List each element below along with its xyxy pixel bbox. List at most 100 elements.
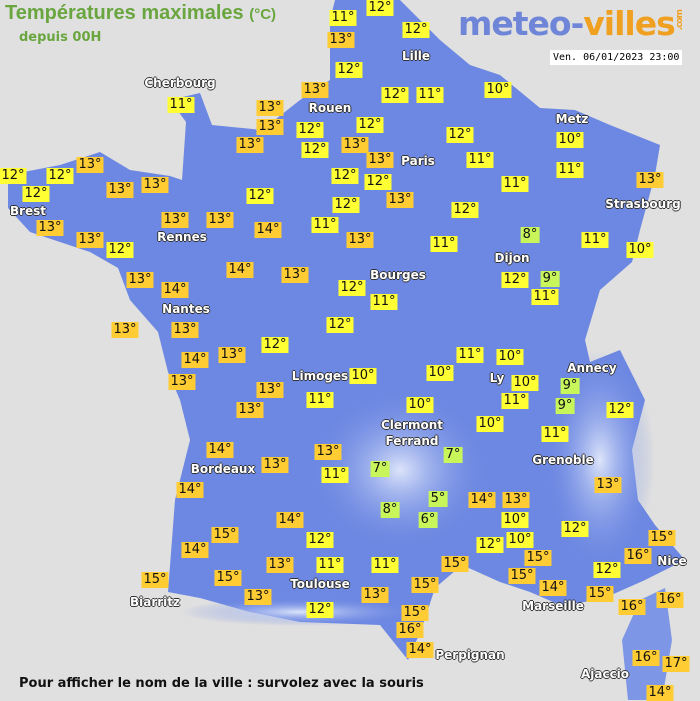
temperature-label[interactable]: 12° bbox=[593, 562, 621, 578]
temperature-label[interactable]: 12° bbox=[476, 537, 504, 553]
temperature-label[interactable]: 13° bbox=[361, 587, 389, 603]
temperature-label[interactable]: 12° bbox=[381, 87, 409, 103]
temperature-label[interactable]: 13° bbox=[36, 220, 64, 236]
temperature-label[interactable]: 12° bbox=[446, 127, 474, 143]
temperature-label[interactable]: 12° bbox=[301, 142, 329, 158]
city-label[interactable]: Dijon bbox=[494, 251, 530, 265]
temperature-label[interactable]: 13° bbox=[386, 192, 414, 208]
temperature-label[interactable]: 13° bbox=[244, 589, 272, 605]
temperature-label[interactable]: 10° bbox=[349, 368, 377, 384]
temperature-label[interactable]: 12° bbox=[356, 117, 384, 133]
city-label[interactable]: Ajaccio bbox=[580, 667, 630, 681]
temperature-label[interactable]: 9° bbox=[540, 271, 560, 287]
temperature-label[interactable]: 10° bbox=[406, 397, 434, 413]
temperature-label[interactable]: 11° bbox=[466, 152, 494, 168]
temperature-label[interactable]: 14° bbox=[406, 642, 434, 658]
temperature-label[interactable]: 14° bbox=[254, 222, 282, 238]
temperature-label[interactable]: 11° bbox=[316, 557, 344, 573]
temperature-label[interactable]: 11° bbox=[370, 294, 398, 310]
temperature-label[interactable]: 10° bbox=[476, 416, 504, 432]
city-label[interactable]: Bordeaux bbox=[190, 462, 256, 476]
temperature-label[interactable]: 13° bbox=[256, 100, 284, 116]
temperature-label[interactable]: 7° bbox=[443, 447, 463, 463]
temperature-label[interactable]: 14° bbox=[206, 442, 234, 458]
city-label[interactable]: Brest bbox=[9, 204, 47, 218]
site-logo[interactable]: meteo-villes.com bbox=[458, 4, 685, 43]
temperature-label[interactable]: 13° bbox=[327, 32, 355, 48]
temperature-label[interactable]: 13° bbox=[281, 267, 309, 283]
temperature-label[interactable]: 16° bbox=[624, 548, 652, 564]
temperature-label[interactable]: 11° bbox=[430, 236, 458, 252]
temperature-label[interactable]: 11° bbox=[501, 176, 529, 192]
temperature-label[interactable]: 16° bbox=[618, 599, 646, 615]
city-label[interactable]: Metz bbox=[555, 112, 589, 126]
temperature-label[interactable]: 13° bbox=[256, 382, 284, 398]
temperature-label[interactable]: 13° bbox=[261, 457, 289, 473]
temperature-label[interactable]: 12° bbox=[0, 168, 27, 184]
temperature-label[interactable]: 11° bbox=[167, 97, 195, 113]
temperature-label[interactable]: 10° bbox=[484, 82, 512, 98]
temperature-label[interactable]: 10° bbox=[626, 242, 654, 258]
temperature-label[interactable]: 11° bbox=[416, 87, 444, 103]
temperature-label[interactable]: 12° bbox=[335, 62, 363, 78]
temperature-label[interactable]: 13° bbox=[106, 182, 134, 198]
temperature-label[interactable]: 12° bbox=[326, 317, 354, 333]
temperature-label[interactable]: 6° bbox=[418, 512, 438, 528]
temperature-label[interactable]: 12° bbox=[606, 402, 634, 418]
temperature-label[interactable]: 10° bbox=[506, 532, 534, 548]
temperature-label[interactable]: 11° bbox=[311, 217, 339, 233]
temperature-label[interactable]: 14° bbox=[176, 482, 204, 498]
temperature-label[interactable]: 13° bbox=[236, 402, 264, 418]
city-label[interactable]: Marseille bbox=[522, 599, 584, 613]
temperature-label[interactable]: 13° bbox=[206, 212, 234, 228]
temperature-label[interactable]: 10° bbox=[556, 132, 584, 148]
temperature-label[interactable]: 13° bbox=[314, 444, 342, 460]
temperature-label[interactable]: 7° bbox=[370, 461, 390, 477]
temperature-label[interactable]: 11° bbox=[501, 393, 529, 409]
temperature-label[interactable]: 12° bbox=[364, 174, 392, 190]
temperature-label[interactable]: 12° bbox=[46, 168, 74, 184]
temperature-label[interactable]: 14° bbox=[646, 685, 674, 701]
temperature-label[interactable]: 15° bbox=[648, 530, 676, 546]
temperature-label[interactable]: 11° bbox=[321, 467, 349, 483]
temperature-label[interactable]: 13° bbox=[111, 322, 139, 338]
temperature-label[interactable]: 12° bbox=[366, 0, 394, 16]
temperature-label[interactable]: 14° bbox=[539, 580, 567, 596]
city-label[interactable]: Ferrand bbox=[385, 434, 439, 448]
city-label[interactable]: Nantes bbox=[162, 302, 210, 316]
temperature-label[interactable]: 13° bbox=[171, 322, 199, 338]
temperature-label[interactable]: 11° bbox=[456, 347, 484, 363]
temperature-label[interactable]: 12° bbox=[306, 602, 334, 618]
temperature-label[interactable]: 13° bbox=[161, 212, 189, 228]
city-label[interactable]: Limoges bbox=[291, 369, 349, 383]
temperature-label[interactable]: 13° bbox=[236, 137, 264, 153]
temperature-label[interactable]: 13° bbox=[636, 172, 664, 188]
city-label[interactable]: Clermont bbox=[380, 418, 444, 432]
city-label[interactable]: Rouen bbox=[308, 101, 352, 115]
temperature-label[interactable]: 12° bbox=[451, 202, 479, 218]
temperature-label[interactable]: 5° bbox=[428, 491, 448, 507]
temperature-label[interactable]: 16° bbox=[396, 622, 424, 638]
temperature-label[interactable]: 11° bbox=[581, 232, 609, 248]
temperature-label[interactable]: 13° bbox=[76, 157, 104, 173]
temperature-label[interactable]: 12° bbox=[331, 168, 359, 184]
temperature-label[interactable]: 13° bbox=[341, 137, 369, 153]
temperature-label[interactable]: 8° bbox=[520, 227, 540, 243]
temperature-label[interactable]: 12° bbox=[332, 197, 360, 213]
temperature-label[interactable]: 10° bbox=[501, 512, 529, 528]
temperature-label[interactable]: 13° bbox=[266, 557, 294, 573]
temperature-label[interactable]: 12° bbox=[338, 280, 366, 296]
city-label[interactable]: Cherbourg bbox=[144, 76, 216, 90]
temperature-label[interactable]: 11° bbox=[541, 426, 569, 442]
temperature-label[interactable]: 11° bbox=[556, 162, 584, 178]
city-label[interactable]: Bourges bbox=[370, 268, 426, 282]
temperature-label[interactable]: 8° bbox=[380, 502, 400, 518]
temperature-label[interactable]: 10° bbox=[511, 375, 539, 391]
city-label[interactable]: Nice bbox=[657, 554, 687, 568]
city-label[interactable]: Rennes bbox=[157, 230, 207, 244]
city-label[interactable]: Perpignan bbox=[435, 648, 505, 662]
city-label[interactable]: Ly bbox=[489, 371, 505, 385]
city-label[interactable]: Strasbourg bbox=[605, 197, 681, 211]
temperature-label[interactable]: 10° bbox=[426, 365, 454, 381]
temperature-label[interactable]: 13° bbox=[76, 232, 104, 248]
